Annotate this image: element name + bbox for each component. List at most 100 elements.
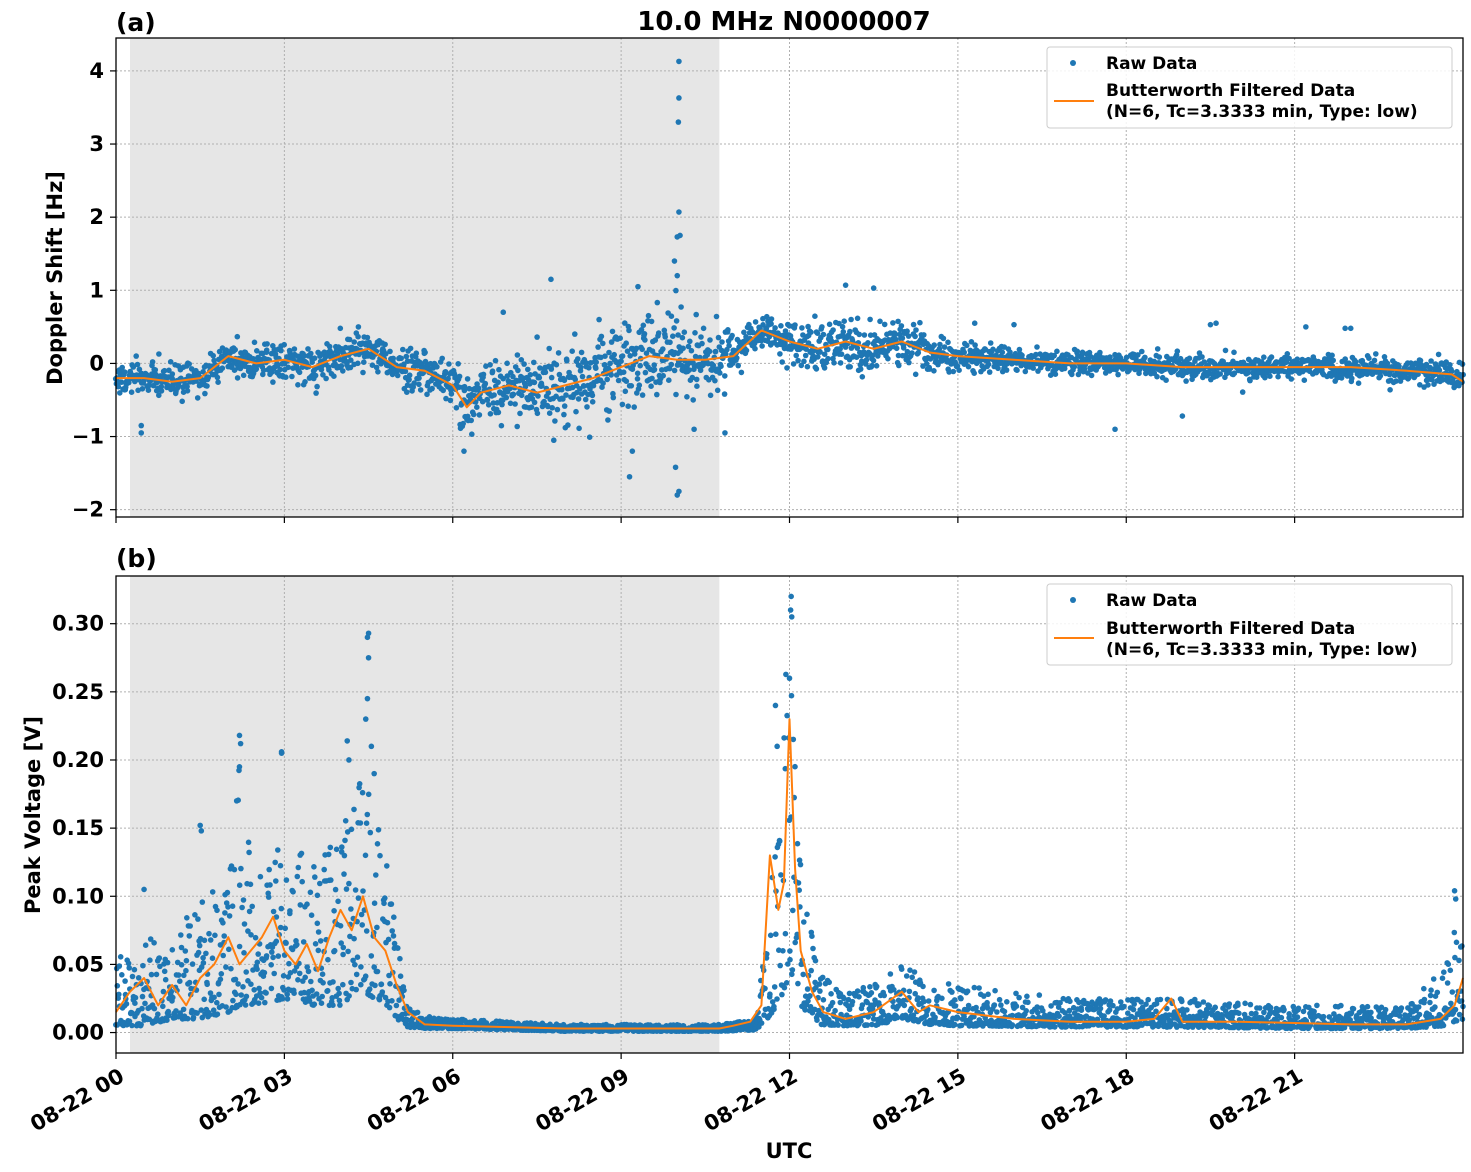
raw-data-point xyxy=(865,340,871,346)
raw-data-point xyxy=(389,928,396,934)
raw-data-point xyxy=(837,360,844,366)
raw-data-point xyxy=(169,371,176,377)
raw-data-point xyxy=(253,348,260,354)
raw-data-point xyxy=(596,316,602,323)
raw-data-point xyxy=(139,1005,145,1012)
raw-data-point xyxy=(260,367,267,374)
raw-data-point xyxy=(987,340,994,346)
raw-data-point xyxy=(1231,349,1237,356)
raw-data-point xyxy=(847,364,853,370)
raw-data-point xyxy=(243,993,250,1000)
raw-data-point xyxy=(517,410,523,417)
raw-data-point xyxy=(831,360,837,366)
raw-data-point xyxy=(355,360,361,367)
raw-data-point xyxy=(633,345,640,352)
raw-data-point xyxy=(660,372,666,379)
raw-data-point xyxy=(275,847,281,853)
raw-data-point xyxy=(996,996,1003,1003)
raw-data-point xyxy=(284,996,291,1002)
raw-data-point xyxy=(1186,355,1193,362)
raw-data-point xyxy=(895,318,901,325)
raw-data-point xyxy=(1145,996,1151,1003)
raw-data-outlier xyxy=(1303,324,1309,330)
raw-data-point xyxy=(964,988,971,994)
raw-data-outlier xyxy=(500,309,507,316)
raw-data-point xyxy=(308,978,314,985)
raw-data-point xyxy=(1278,1014,1285,1021)
raw-data-point xyxy=(854,988,861,994)
raw-data-point xyxy=(364,811,371,818)
raw-data-point xyxy=(455,361,462,367)
raw-data-point xyxy=(771,984,778,990)
raw-data-point xyxy=(575,396,582,402)
raw-data-point xyxy=(268,962,275,968)
raw-data-point xyxy=(404,389,410,396)
panel-a-legend: Raw Data Butterworth Filtered Data (N=6,… xyxy=(1046,46,1453,129)
raw-data-point xyxy=(670,333,676,340)
raw-data-point xyxy=(312,941,319,947)
raw-data-point xyxy=(355,324,362,330)
raw-data-point xyxy=(491,392,497,398)
raw-data-point xyxy=(534,410,541,417)
raw-data-point xyxy=(327,844,334,851)
raw-data-point xyxy=(820,331,827,338)
raw-data-point xyxy=(353,986,360,993)
raw-data-point xyxy=(234,375,241,381)
raw-data-point xyxy=(1288,376,1295,382)
raw-data-point xyxy=(439,355,446,362)
raw-data-point xyxy=(224,889,231,896)
raw-data-point xyxy=(162,976,169,983)
raw-data-point xyxy=(361,359,367,366)
raw-data-point xyxy=(642,337,648,343)
raw-data-point xyxy=(359,922,366,928)
raw-data-point xyxy=(893,345,900,352)
raw-data-point xyxy=(282,925,289,932)
raw-data-point xyxy=(991,1002,998,1008)
raw-data-point xyxy=(738,369,745,376)
raw-data-point xyxy=(743,347,750,354)
raw-data-point xyxy=(355,333,361,340)
raw-data-point xyxy=(986,369,993,375)
raw-data-point xyxy=(838,351,845,358)
raw-data-point xyxy=(393,1002,400,1009)
raw-data-point xyxy=(801,919,807,925)
raw-data-point xyxy=(999,349,1006,356)
raw-data-point xyxy=(211,357,217,364)
raw-data-point xyxy=(233,991,239,998)
raw-data-point xyxy=(721,391,728,397)
raw-data-point xyxy=(828,991,834,997)
raw-data-point xyxy=(595,344,601,350)
raw-data-point xyxy=(251,987,257,993)
raw-data-point xyxy=(617,335,623,342)
raw-data-point xyxy=(278,905,285,912)
raw-data-outlier xyxy=(971,320,978,327)
raw-data-point xyxy=(214,374,221,381)
raw-data-point xyxy=(429,385,435,392)
raw-data-point xyxy=(254,959,261,966)
raw-data-point xyxy=(229,903,236,909)
raw-data-point xyxy=(487,362,493,368)
raw-data-point xyxy=(606,349,612,356)
raw-data-point xyxy=(945,339,951,346)
raw-data-point xyxy=(356,781,363,787)
raw-data-outlier xyxy=(1207,321,1214,328)
raw-data-point xyxy=(256,985,262,992)
raw-data-point xyxy=(835,1022,841,1028)
raw-data-point xyxy=(623,378,630,385)
raw-data-point xyxy=(777,351,783,357)
raw-data-point xyxy=(639,346,645,353)
raw-data-point xyxy=(209,955,216,961)
raw-data-point xyxy=(801,358,807,365)
raw-data-point xyxy=(317,938,324,944)
raw-data-point xyxy=(619,401,626,408)
raw-data-point xyxy=(204,383,210,389)
raw-data-point xyxy=(589,392,596,399)
raw-data-point xyxy=(158,388,165,394)
raw-data-point xyxy=(295,864,302,871)
raw-data-point xyxy=(364,334,371,341)
raw-data-point xyxy=(899,335,906,341)
raw-data-point xyxy=(1242,1000,1248,1007)
raw-data-point xyxy=(248,932,254,938)
raw-data-point xyxy=(634,370,641,377)
raw-data-point xyxy=(985,991,991,998)
